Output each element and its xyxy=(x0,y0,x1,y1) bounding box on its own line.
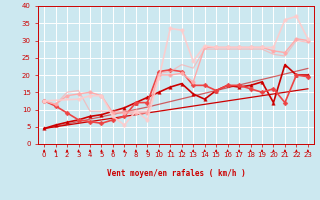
X-axis label: Vent moyen/en rafales ( km/h ): Vent moyen/en rafales ( km/h ) xyxy=(107,169,245,178)
